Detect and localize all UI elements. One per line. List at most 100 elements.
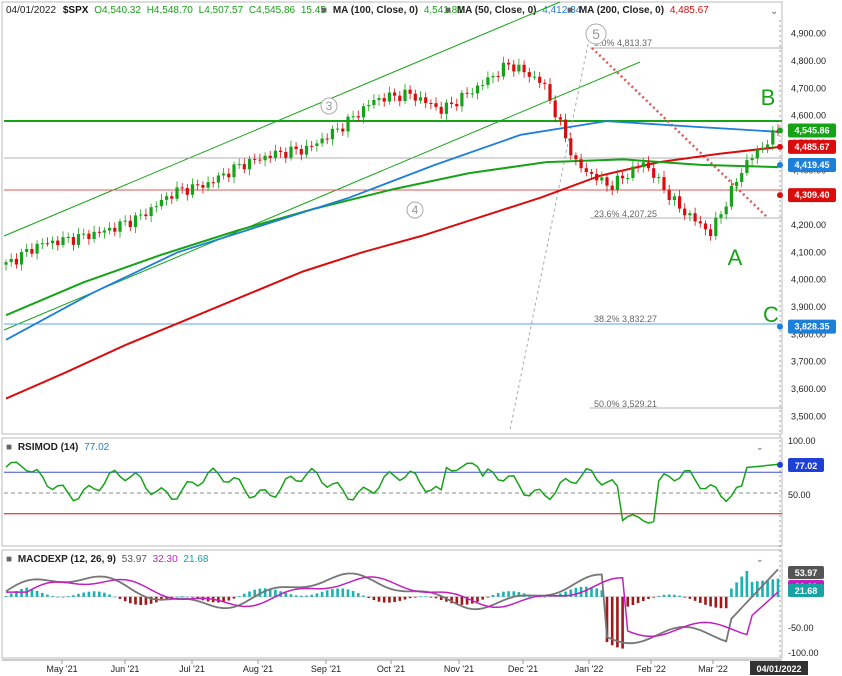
candle-body — [263, 155, 267, 161]
ma100-legend: ■ MA (100, Close, 0) 4,541.81 — [321, 5, 463, 16]
x-date-badge-text: 04/01/2022 — [756, 664, 801, 674]
price-badge-support — [788, 188, 836, 203]
macd-histogram-bar — [9, 593, 13, 597]
macd-histogram-bar — [481, 596, 484, 600]
macd-histogram-bar — [284, 592, 288, 597]
x-tick-label: Jul '21 — [179, 664, 205, 674]
candle-body — [662, 177, 666, 190]
candle-body — [14, 258, 18, 265]
candle-body — [595, 173, 599, 181]
macd-histogram-bar — [382, 596, 386, 603]
macd-histogram-bar — [243, 593, 246, 597]
macd-histogram-bar — [30, 589, 34, 597]
candle-body — [636, 166, 640, 168]
macd-collapse-icon[interactable]: ⌄ — [756, 554, 764, 564]
candle-body — [424, 97, 428, 103]
candle-body — [496, 76, 500, 77]
candle-body — [56, 240, 60, 246]
fib-labels: 0.0% 4,813.37 23.6% 4,207.25 38.2% 3,832… — [594, 38, 657, 409]
macd-histogram-bar — [336, 588, 339, 597]
macd-histogram-bar — [77, 593, 80, 597]
macd-badge-1 — [788, 566, 824, 579]
collapse-chevron-icon[interactable]: ⌄ — [770, 6, 778, 17]
macd-series — [4, 568, 782, 649]
rsi-line — [5, 461, 779, 524]
macd-histogram-bar — [626, 596, 629, 607]
rsi-dot — [777, 461, 783, 468]
candle-body — [128, 220, 132, 228]
candle-body — [672, 196, 676, 200]
price-badges: 4,545.86 4,485.67 4,419.45 4,309.40 3,828.35 — [777, 123, 836, 334]
macd-histogram-bar — [600, 590, 604, 597]
candle-body — [180, 187, 184, 189]
macd-histogram-bar — [678, 595, 681, 597]
candle-body — [678, 196, 682, 209]
macd-histogram-bar — [403, 596, 407, 600]
macd-histogram-bar — [688, 596, 692, 599]
candle-body — [154, 206, 158, 208]
candle-body — [652, 168, 656, 178]
candle-body — [118, 221, 122, 232]
x-tick-label: Oct '21 — [377, 664, 405, 674]
macd-histogram-bar — [160, 596, 163, 601]
macd-histogram-bar — [87, 591, 91, 597]
macd-histogram-bar — [460, 596, 464, 605]
macd-histogram-bar — [756, 581, 759, 597]
candle-body — [123, 220, 127, 222]
macd-histogram-bar — [274, 589, 277, 597]
candle-body — [196, 184, 200, 186]
price-tick: 4,700.00 — [791, 83, 826, 93]
candle-body — [206, 182, 210, 188]
macd-histogram-bar — [652, 596, 655, 598]
candle-body — [450, 102, 454, 104]
macd-histogram-bar — [398, 596, 402, 601]
wave-5: 5 — [592, 26, 600, 42]
candle-body — [382, 98, 386, 102]
macd-histogram-bar — [414, 596, 417, 598]
candle-body — [30, 249, 34, 254]
macd-histogram-bar — [631, 596, 635, 605]
macd-badge-3-text: 21.68 — [795, 586, 818, 596]
candle-body — [341, 128, 345, 132]
rsi-collapse-icon[interactable]: ⌄ — [756, 442, 764, 452]
candle-body — [574, 155, 578, 160]
candle-body — [149, 207, 153, 216]
macd-histogram-bar — [237, 596, 241, 597]
macd-histogram-bar — [476, 596, 479, 602]
candle-body — [709, 229, 713, 236]
candle-body — [393, 92, 397, 96]
candle-body — [144, 214, 148, 217]
wave-3: 3 — [326, 99, 333, 113]
ma100-line — [5, 158, 779, 317]
candle-body — [9, 258, 13, 263]
macd-histogram-bar — [165, 596, 168, 599]
candle-body — [279, 150, 283, 152]
candle-body — [351, 116, 355, 118]
candle-body — [66, 237, 70, 238]
candle-body — [481, 84, 485, 86]
candle-body — [35, 243, 39, 254]
candle-body — [631, 166, 635, 178]
candle-body — [268, 155, 272, 158]
candle-body — [491, 76, 495, 78]
candle-body — [113, 227, 117, 232]
candle-body — [242, 164, 246, 170]
macd-histogram-bar — [268, 588, 272, 597]
candle-body — [222, 173, 226, 176]
candle-body — [564, 119, 568, 139]
candle-body — [372, 100, 376, 105]
macd-histogram-bar — [745, 570, 749, 597]
price-tick: 4,900.00 — [791, 29, 826, 39]
candle-body — [719, 214, 723, 218]
price-dot-last-close — [777, 127, 783, 134]
candle-body — [289, 146, 293, 158]
macd-histogram-bar — [170, 596, 174, 598]
macd-histogram-bar — [227, 596, 231, 601]
macd-histogram-bar — [740, 576, 743, 597]
candle-body — [320, 138, 324, 144]
rsi-panel — [1, 437, 783, 547]
candle-body — [87, 233, 91, 239]
macd-histogram-bar — [263, 588, 267, 597]
candle-body — [558, 117, 562, 120]
macd-histogram-bar — [543, 596, 547, 598]
